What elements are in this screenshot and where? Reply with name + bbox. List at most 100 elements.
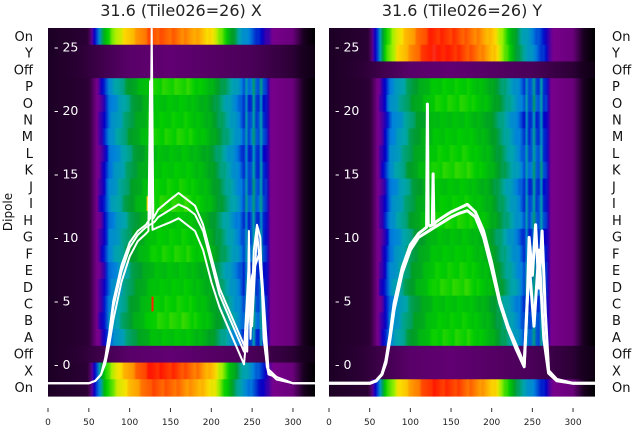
heatmap-row-h <box>329 212 595 230</box>
row-label: A <box>612 331 621 346</box>
row-label: D <box>612 281 622 296</box>
overlay-y-tick: - 10 <box>54 230 78 245</box>
heatmap-row-n <box>329 111 595 129</box>
heatmap-row-e <box>48 262 315 280</box>
heatmap-row-on <box>48 28 315 46</box>
y-axis-label: Dipole <box>1 193 15 231</box>
row-label: M <box>612 130 623 145</box>
row-label: Off <box>612 348 632 363</box>
heatmap-row-f <box>48 245 315 263</box>
x-tick-label: 0 <box>45 418 51 428</box>
heatmap-row-d <box>48 278 315 297</box>
overlay-y-tick: - 15 <box>54 166 78 181</box>
row-label: D <box>23 281 33 296</box>
heatmap-row-on <box>329 379 595 397</box>
row-label: K <box>612 164 621 179</box>
heatmap-row-d <box>329 278 595 297</box>
overlay-line-dipole-1 <box>48 27 315 385</box>
panel-x-polarization: 31.6 (Tile026=26) X - 0- 5- 10- 15- 20- … <box>1 1 315 428</box>
heatmap-row-off <box>329 61 595 79</box>
x-tick-label: 150 <box>162 418 179 428</box>
row-label: A <box>24 331 33 346</box>
x-tick-label: 300 <box>284 418 301 428</box>
x-tick-label: 0 <box>326 418 332 428</box>
row-label: J <box>611 180 616 195</box>
overlay-y-tick: - 15 <box>335 166 359 181</box>
heatmap-row-b <box>48 312 315 330</box>
x-tick-label: 50 <box>83 418 95 428</box>
x-tick-label: 100 <box>402 418 419 428</box>
row-label: E <box>612 264 620 279</box>
row-label: F <box>612 247 619 262</box>
heatmap-row-o <box>329 94 595 113</box>
overlay-line-dipole-2 <box>48 203 315 385</box>
overlay-line-dipole-3 <box>48 80 315 385</box>
x-axis: 0 50 100 150 200 250 300 <box>45 408 302 428</box>
heatmap-row-n <box>48 111 315 129</box>
x-tick-label: 100 <box>121 418 138 428</box>
x-tick-label: 250 <box>244 418 261 428</box>
heatmap-row-on <box>48 379 315 397</box>
heatmap-row-k <box>48 161 315 180</box>
heatmap-row-m <box>329 128 595 146</box>
row-label: I <box>29 197 33 212</box>
heatmap-row-y <box>48 44 315 63</box>
heatmap-row-b <box>329 312 595 330</box>
row-label: Y <box>611 47 620 62</box>
row-label: On <box>612 30 630 45</box>
heatmap-row-i <box>48 195 315 213</box>
row-label: F <box>26 247 33 262</box>
row-label: L <box>612 147 620 162</box>
x-tick-label: 200 <box>203 418 220 428</box>
row-label: H <box>612 214 622 229</box>
overlay-y-tick: - 20 <box>54 103 78 118</box>
heatmap-row-g <box>48 228 315 247</box>
heatmap-row-l <box>48 145 315 163</box>
heatmap-row-a <box>329 329 595 347</box>
row-label: On <box>612 381 630 396</box>
heatmap-row-e <box>329 262 595 280</box>
row-label: L <box>26 147 34 162</box>
marker <box>151 296 154 312</box>
row-label: B <box>612 314 621 329</box>
overlay-lines <box>329 102 595 385</box>
heatmap-row-off <box>48 61 315 79</box>
row-label: J <box>28 180 33 195</box>
marker <box>146 196 149 211</box>
row-label: P <box>612 80 620 95</box>
heatmap <box>48 28 315 397</box>
overlay-y-tick: - 0 <box>54 357 70 372</box>
row-label: On <box>15 30 33 45</box>
heatmap-row-x <box>329 362 595 380</box>
row-label: N <box>23 114 33 129</box>
row-label: O <box>612 97 622 112</box>
heatmap-row-off <box>329 345 595 364</box>
heatmap-row-p <box>48 78 315 96</box>
heatmap-row-y <box>329 44 595 63</box>
x-tick-label: 50 <box>364 418 376 428</box>
panel-y-polarization: 31.6 (Tile026=26) Y - 0- 5- 10- 15- 20- … <box>326 1 632 428</box>
heatmap-row-k <box>329 161 595 180</box>
heatmap-row-g <box>329 228 595 247</box>
heatmap-row-o <box>48 94 315 113</box>
panel-title: 31.6 (Tile026=26) Y <box>382 1 543 20</box>
row-label: O <box>23 97 33 112</box>
row-label: K <box>24 164 33 179</box>
row-label: G <box>612 231 622 246</box>
row-label: G <box>23 231 33 246</box>
row-label: M <box>22 130 33 145</box>
overlay-y-tick: - 10 <box>335 230 359 245</box>
overlay-y-tick: - 25 <box>335 40 359 55</box>
heatmap-row-i <box>329 195 595 213</box>
heatmap-row-off <box>48 345 315 364</box>
row-label: H <box>23 214 33 229</box>
markers <box>146 196 154 312</box>
row-label: X <box>24 364 33 379</box>
heatmap-row-m <box>48 128 315 146</box>
x-axis: 0 50 100 150 200 250 300 <box>326 408 582 428</box>
overlay-lines <box>48 27 315 385</box>
x-tick-label: 150 <box>442 418 459 428</box>
